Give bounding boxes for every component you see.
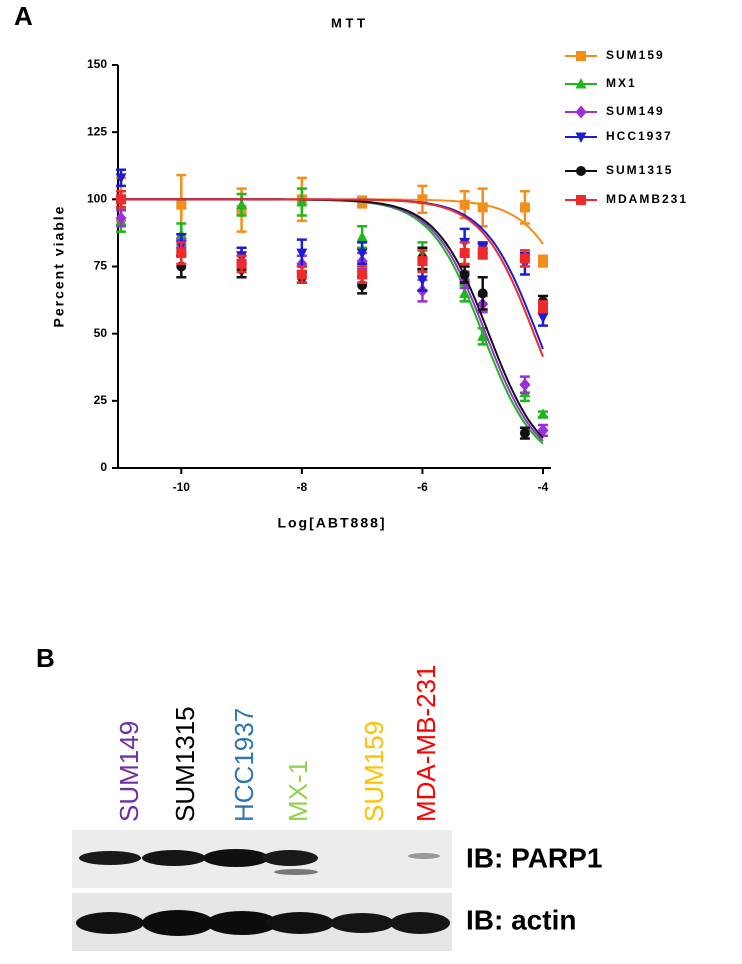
- marker: [576, 166, 586, 176]
- band: [266, 912, 334, 934]
- marker: [459, 287, 471, 298]
- marker: [115, 211, 127, 225]
- y-tick-label: 125: [87, 124, 107, 138]
- marker: [416, 275, 428, 286]
- marker: [519, 202, 530, 213]
- marker: [477, 202, 488, 213]
- fit-curve: [121, 198, 544, 357]
- marker: [537, 408, 549, 419]
- marker: [417, 256, 428, 267]
- panel-label: B: [36, 643, 55, 673]
- blot-row-label: IB: PARP1: [466, 842, 602, 873]
- marker: [176, 199, 187, 210]
- western-blot: [72, 830, 452, 951]
- y-tick-label: 0: [100, 460, 107, 474]
- marker: [519, 253, 530, 264]
- marker: [296, 196, 308, 207]
- band: [79, 851, 141, 865]
- band: [142, 910, 214, 936]
- lane-label: HCC1937: [229, 708, 259, 822]
- marker: [459, 199, 470, 210]
- marker: [356, 248, 368, 260]
- marker: [538, 256, 548, 267]
- marker: [236, 198, 248, 210]
- marker: [356, 230, 368, 242]
- blot-row-label: IB: actin: [466, 904, 576, 935]
- panel-label: A: [14, 1, 33, 31]
- x-tick-label: -6: [417, 480, 428, 494]
- x-axis-label: Log[ABT888]: [277, 515, 386, 531]
- lane-label: SUM1315: [170, 706, 200, 822]
- marker: [296, 248, 308, 260]
- y-tick-label: 25: [94, 393, 108, 407]
- marker: [116, 194, 126, 205]
- lane-label: MX-1: [283, 760, 313, 822]
- lane-label: SUM149: [114, 721, 144, 822]
- y-tick-label: 75: [94, 259, 108, 273]
- marker: [519, 428, 530, 439]
- band: [274, 869, 318, 875]
- band: [330, 913, 394, 933]
- x-tick-label: -10: [173, 480, 191, 494]
- y-tick-label: 100: [87, 192, 107, 206]
- y-tick-label: 150: [87, 57, 107, 71]
- marker: [477, 330, 489, 341]
- lane-label: MDA-MB-231: [411, 665, 441, 822]
- marker: [576, 51, 586, 61]
- legend-label: MDAMB231: [606, 192, 688, 206]
- band: [408, 853, 440, 859]
- marker: [575, 132, 587, 143]
- band: [142, 850, 206, 866]
- legend-label: SUM159: [606, 48, 665, 62]
- legend-label: SUM1315: [606, 163, 673, 177]
- y-tick-label: 50: [94, 326, 108, 340]
- marker: [575, 78, 587, 89]
- marker: [236, 258, 247, 269]
- band: [262, 850, 318, 866]
- legend-label: HCC1937: [606, 129, 673, 143]
- marker: [537, 313, 549, 324]
- x-tick-label: -8: [297, 480, 308, 494]
- marker: [296, 269, 307, 280]
- band: [206, 911, 278, 935]
- legend-label: MX1: [606, 76, 637, 90]
- marker: [459, 248, 470, 259]
- marker: [538, 301, 548, 312]
- band: [390, 912, 450, 934]
- chart-title: M T T: [331, 15, 365, 30]
- band: [203, 849, 269, 867]
- marker: [477, 248, 488, 259]
- marker: [576, 195, 586, 205]
- y-axis-label: Percent viable: [51, 205, 67, 328]
- marker: [459, 269, 470, 280]
- band: [76, 912, 144, 934]
- marker: [519, 378, 531, 392]
- marker: [575, 105, 587, 119]
- lane-label: SUM159: [359, 721, 389, 822]
- marker: [417, 194, 428, 205]
- x-tick-label: -4: [538, 480, 549, 494]
- marker: [115, 173, 127, 184]
- legend-label: SUM149: [606, 104, 665, 118]
- marker: [176, 248, 187, 259]
- marker: [357, 269, 368, 280]
- marker: [477, 288, 488, 299]
